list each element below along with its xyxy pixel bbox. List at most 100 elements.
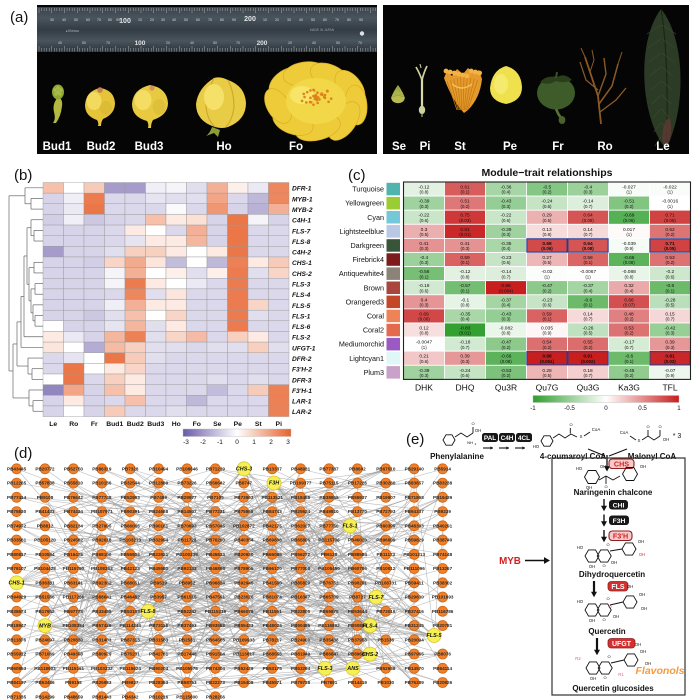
svg-text:-0.56: -0.56: [419, 269, 430, 275]
svg-text:Brown: Brown: [364, 283, 384, 292]
svg-text:(0.6): (0.6): [419, 288, 429, 293]
svg-text:Se: Se: [392, 141, 406, 153]
svg-text:PB20772: PB20772: [35, 466, 55, 471]
svg-text:OH: OH: [613, 614, 619, 619]
svg-text:0.71: 0.71: [665, 213, 675, 219]
svg-text:Module−trait relationships: Module−trait relationships: [482, 167, 613, 179]
svg-text:PB55912: PB55912: [7, 652, 27, 657]
svg-text:PB113617: PB113617: [233, 652, 255, 657]
svg-text:PB11173: PB11173: [376, 552, 395, 557]
svg-text:OH: OH: [475, 428, 481, 433]
svg-text:PB94929: PB94929: [7, 595, 27, 600]
svg-text:O: O: [602, 617, 605, 622]
svg-text:PB11561: PB11561: [263, 609, 282, 614]
svg-text:PB9519: PB9519: [150, 580, 167, 585]
svg-text:PB18947: PB18947: [7, 623, 27, 628]
svg-text:FLS-3: FLS-3: [292, 282, 311, 289]
svg-text:PB29600: PB29600: [405, 595, 425, 600]
svg-text:PB37953: PB37953: [348, 637, 368, 642]
svg-text:PB53153: PB53153: [121, 609, 141, 614]
svg-text:LAR-2: LAR-2: [292, 409, 312, 416]
svg-text:PB86847: PB86847: [319, 652, 339, 657]
svg-text:PB60399: PB60399: [376, 523, 396, 528]
svg-text:PB7328: PB7328: [122, 466, 139, 471]
svg-text:Ro: Ro: [597, 141, 612, 153]
svg-text:FLS-3: FLS-3: [318, 666, 333, 672]
svg-text:PB74434: PB74434: [64, 509, 84, 514]
svg-text:-0.6: -0.6: [625, 354, 634, 360]
svg-text:(0.09): (0.09): [582, 218, 594, 223]
svg-text:PB28363: PB28363: [149, 680, 169, 685]
svg-text:Coral2: Coral2: [363, 326, 384, 335]
svg-text:(0.5): (0.5): [542, 218, 552, 223]
svg-text:(0.6): (0.6): [419, 359, 429, 364]
svg-text:-0.23: -0.23: [501, 255, 512, 261]
svg-text:70: 70: [335, 18, 339, 22]
svg-text:0.54: 0.54: [542, 340, 552, 346]
svg-text:FLS-5: FLS-5: [427, 633, 443, 639]
svg-text:PB52750: PB52750: [64, 466, 84, 471]
svg-text:PB16475: PB16475: [64, 552, 84, 557]
svg-text:-0.22: -0.22: [501, 213, 512, 219]
svg-text:PB51566: PB51566: [35, 595, 55, 600]
svg-text:(0.06): (0.06): [418, 317, 430, 322]
svg-text:* 3: * 3: [673, 433, 682, 440]
svg-text:(0.6): (0.6): [419, 218, 429, 223]
svg-text:OH: OH: [640, 464, 646, 469]
svg-text:PB59875: PB59875: [319, 609, 339, 614]
svg-text:PB116786: PB116786: [432, 609, 454, 614]
svg-text:-0.14: -0.14: [583, 199, 594, 205]
svg-text:PB13337: PB13337: [263, 466, 283, 471]
svg-text:-0.12: -0.12: [460, 269, 471, 275]
svg-text:PB46898: PB46898: [206, 566, 226, 571]
svg-text:(0.7): (0.7): [460, 345, 470, 350]
svg-text:PB42175: PB42175: [263, 523, 283, 528]
svg-text:PB33455: PB33455: [92, 609, 112, 614]
svg-text:PB78217: PB78217: [263, 637, 283, 642]
svg-text:(0.1): (0.1): [665, 288, 675, 293]
svg-text:(0.2): (0.2): [542, 345, 552, 350]
svg-text:PB46482: PB46482: [121, 595, 141, 600]
svg-text:PB71335: PB71335: [7, 694, 27, 699]
svg-text:FLS: FLS: [611, 584, 625, 591]
svg-text:0.32: 0.32: [624, 283, 634, 289]
svg-text:(0.05): (0.05): [664, 218, 676, 223]
svg-text:(0.5): (0.5): [665, 302, 675, 307]
svg-text:Ka3G: Ka3G: [618, 382, 640, 392]
svg-text:PB25624: PB25624: [291, 509, 311, 514]
svg-text:PB103213: PB103213: [119, 538, 141, 543]
svg-text:(0.4): (0.4): [460, 317, 470, 322]
svg-text:Bud3: Bud3: [135, 141, 164, 153]
svg-text:FLS-6: FLS-6: [292, 324, 311, 331]
svg-text:0.14: 0.14: [583, 311, 593, 317]
svg-text:(0.3): (0.3): [419, 260, 429, 265]
svg-text:-0.42: -0.42: [665, 325, 676, 331]
svg-text:PB4342: PB4342: [122, 694, 139, 699]
svg-text:PB94337: PB94337: [405, 509, 425, 514]
svg-text:DHK: DHK: [415, 382, 433, 392]
svg-text:(0.1): (0.1): [460, 288, 470, 293]
svg-text:F3H: F3H: [269, 481, 279, 487]
svg-text:PB42761: PB42761: [149, 652, 169, 657]
svg-text:Cyan: Cyan: [367, 213, 384, 222]
svg-text:PB22273: PB22273: [206, 680, 226, 685]
svg-text:PB10494: PB10494: [149, 466, 169, 471]
svg-text:PB108731: PB108731: [375, 580, 397, 585]
svg-text:PB88641: PB88641: [92, 595, 112, 600]
svg-text:(1): (1): [667, 190, 673, 195]
svg-text:HO: HO: [577, 599, 584, 604]
svg-text:-0.02: -0.02: [542, 269, 553, 275]
svg-text:(0.1): (0.1): [419, 274, 429, 279]
svg-text:F3'H-1: F3'H-1: [292, 388, 312, 395]
svg-text:PB2581: PB2581: [179, 637, 196, 642]
svg-text:PB31583: PB31583: [149, 637, 169, 642]
svg-text:PB64565: PB64565: [206, 637, 226, 642]
svg-text:-0.6: -0.6: [666, 283, 675, 289]
svg-text:St: St: [454, 141, 466, 153]
svg-text:PB52429: PB52429: [234, 666, 254, 671]
svg-text:70: 70: [208, 18, 212, 22]
svg-text:-0.23: -0.23: [542, 297, 553, 303]
svg-text:1: 1: [252, 439, 256, 446]
svg-text:O: O: [602, 563, 605, 568]
svg-text:0.28: 0.28: [542, 368, 552, 374]
